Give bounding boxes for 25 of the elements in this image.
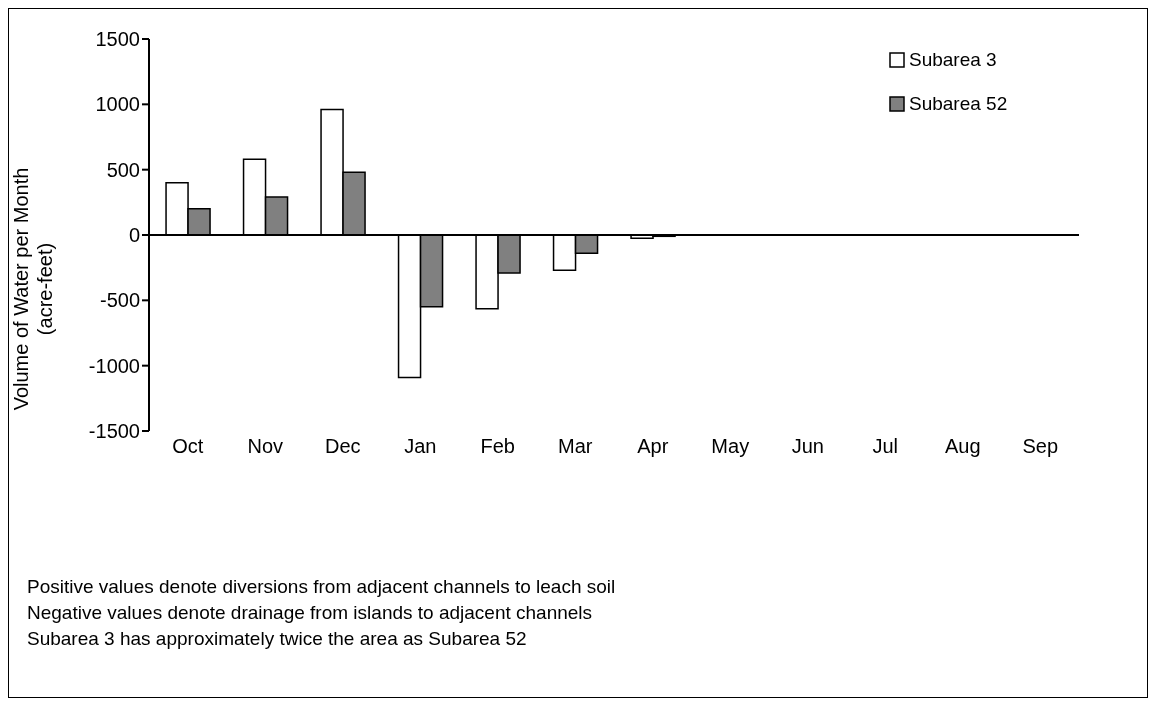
x-tick-label: Aug — [944, 435, 981, 458]
y-tick-label: 1500 — [95, 28, 140, 51]
y-tick-label: -500 — [99, 289, 140, 312]
text: Positive values denote diversions from adjacent channels to leach soil — [27, 575, 616, 599]
x-tick-label: Apr — [637, 435, 669, 458]
x-tick-label: Nov — [247, 435, 284, 458]
x-tick-label: Jun — [791, 435, 824, 458]
x-tick-label: Mar — [558, 435, 593, 458]
text: Subarea 3 has approximately twice the area as Subarea 52 — [27, 627, 528, 651]
y-tick-label: -1000 — [88, 354, 140, 377]
x-tick-label: Oct — [172, 435, 204, 458]
x-tick-label: Dec — [324, 435, 361, 458]
x-tick-label: Feb — [480, 435, 515, 458]
y-tick-label: 500 — [106, 158, 140, 181]
y-tick-label: 0 — [128, 224, 140, 247]
x-tick-label: May — [711, 435, 750, 458]
y-axis-title: Volume of Water per Month (acre-feet) — [9, 167, 57, 411]
legend-label: Subarea 3 — [909, 49, 997, 71]
text: Negative values denote drainage from islands to adjacent channels — [27, 601, 594, 625]
y-tick-label: 1000 — [95, 93, 140, 116]
x-tick-label: Jul — [872, 435, 899, 458]
x-tick-label: Jan — [404, 435, 437, 458]
legend-label: Subarea 52 — [909, 93, 1008, 115]
x-tick-label: Sep — [1022, 435, 1059, 458]
y-tick-label: -1500 — [88, 420, 140, 443]
